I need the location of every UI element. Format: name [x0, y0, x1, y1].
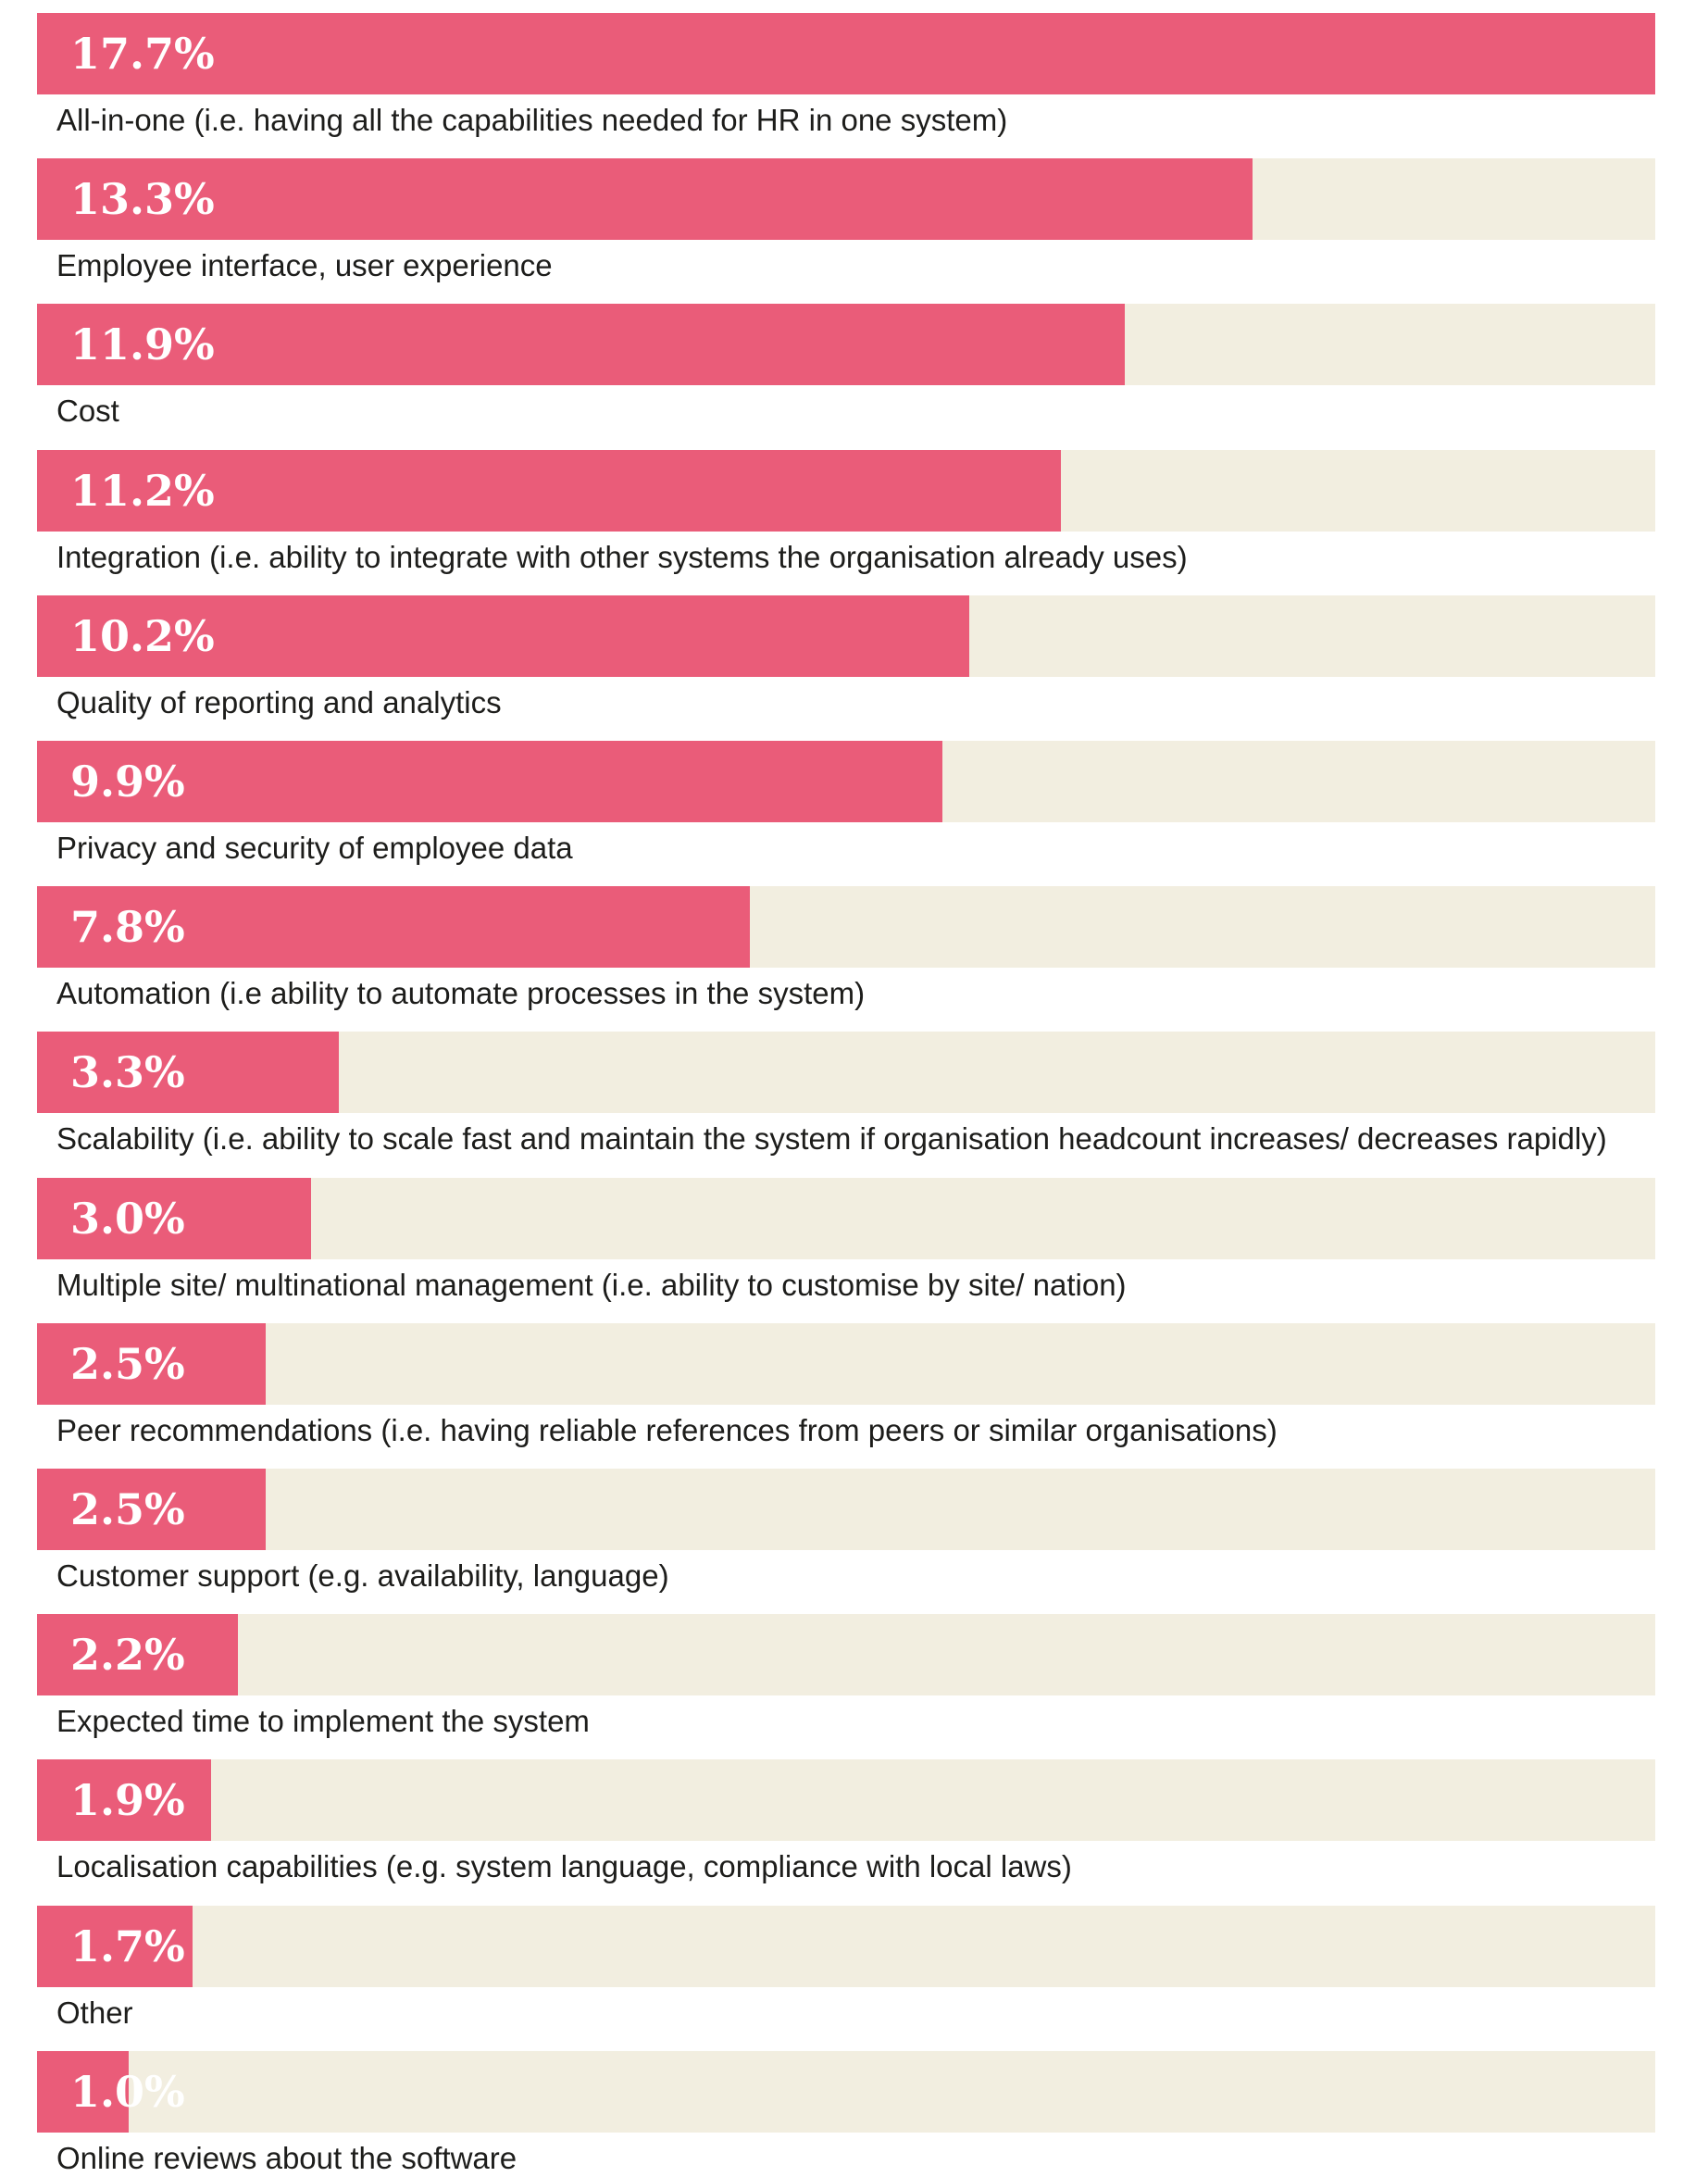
category-label: Cost [56, 394, 119, 429]
bar [37, 13, 1655, 94]
bar [37, 2050, 129, 2133]
bar-track: 1.0% [37, 2050, 1655, 2133]
bar [37, 449, 1062, 532]
category-label: Integration (i.e. ability to integrate w… [56, 539, 1188, 574]
bar-track: 17.7% [37, 13, 1655, 94]
bar-track: 1.7% [37, 1905, 1655, 1987]
bar-value-label: 3.0% [70, 1193, 185, 1244]
bar-value-label: 11.9% [70, 319, 215, 370]
bar [37, 1469, 266, 1550]
bar-value-label: 1.0% [70, 2066, 185, 2117]
category-label: Expected time to implement the system [56, 1704, 590, 1739]
bar-track: 13.3% [37, 158, 1655, 241]
bar-value-label: 17.7% [70, 29, 215, 79]
bar [37, 304, 1126, 386]
bar [37, 1905, 193, 1987]
bar [37, 1614, 239, 1696]
bar-track: 2.5% [37, 1469, 1655, 1550]
bar-track: 7.8% [37, 886, 1655, 969]
category-label: Online reviews about the software [56, 2140, 517, 2175]
bar-track: 3.3% [37, 1032, 1655, 1114]
category-label: Employee interface, user experience [56, 248, 553, 283]
bar-value-label: 9.9% [70, 757, 185, 807]
category-label: Scalability (i.e. ability to scale fast … [56, 1121, 1607, 1157]
bar-value-label: 1.9% [70, 1775, 185, 1826]
bar-track: 11.2% [37, 449, 1655, 532]
category-label: Multiple site/ multinational management … [56, 1267, 1127, 1302]
bar [37, 741, 942, 822]
bar-track: 9.9% [37, 741, 1655, 822]
bar-track: 2.2% [37, 1614, 1655, 1696]
bar-value-label: 2.5% [70, 1338, 185, 1389]
category-label: Quality of reporting and analytics [56, 684, 502, 719]
category-label: All-in-one (i.e. having all the capabili… [56, 103, 1008, 137]
bar-track: 2.5% [37, 1322, 1655, 1405]
bar-track: 3.0% [37, 1177, 1655, 1259]
category-label: Automation (i.e ability to automate proc… [56, 976, 866, 1011]
bar-value-label: 2.5% [70, 1484, 185, 1534]
bar-value-label: 13.3% [70, 174, 215, 225]
bar [37, 1322, 266, 1405]
bar [37, 594, 970, 677]
bar-track: 10.2% [37, 594, 1655, 677]
category-label: Other [56, 1995, 133, 2030]
bar-value-label: 10.2% [70, 610, 215, 661]
bar-track: 11.9% [37, 304, 1655, 386]
bar [37, 1759, 211, 1842]
bar-track: 1.9% [37, 1759, 1655, 1842]
category-label: Peer recommendations (i.e. having reliab… [56, 1412, 1278, 1447]
category-label: Customer support (e.g. availability, lan… [56, 1558, 669, 1593]
bar [37, 886, 751, 969]
bar-value-label: 7.8% [70, 902, 185, 953]
bar-value-label: 2.2% [70, 1630, 185, 1681]
bar-value-label: 1.7% [70, 1921, 185, 1971]
bar [37, 1032, 339, 1114]
bar [37, 158, 1253, 241]
category-label: Privacy and security of employee data [56, 831, 573, 865]
bar [37, 1177, 312, 1259]
bar-value-label: 3.3% [70, 1047, 185, 1098]
category-label: Localisation capabilities (e.g. system l… [56, 1849, 1072, 1884]
bar-value-label: 11.2% [70, 465, 215, 516]
